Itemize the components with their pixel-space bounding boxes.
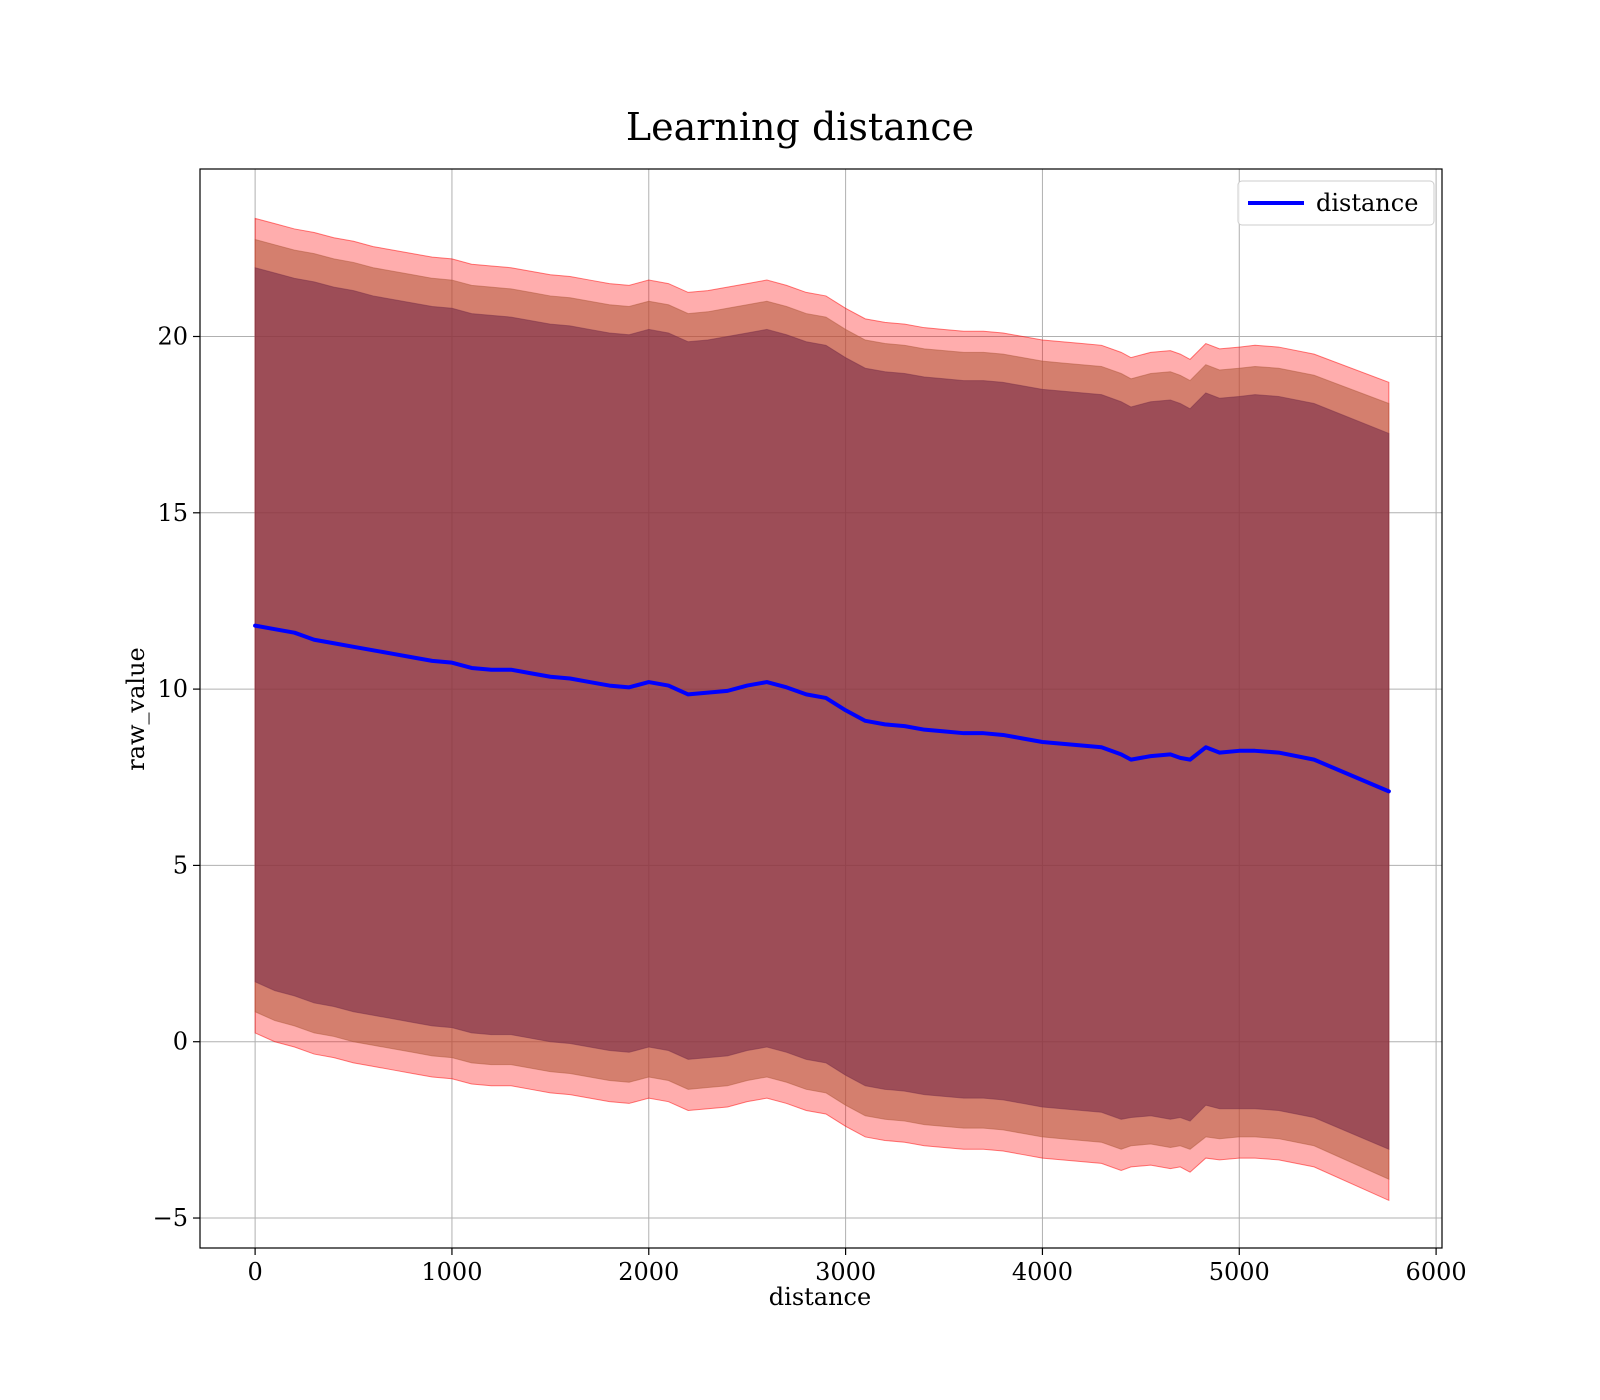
x-axis-ticks: 0 1000 2000 3000 4000 5000 6000 <box>247 1248 1467 1286</box>
series-lines <box>253 623 1391 794</box>
x-tick-label: 1000 <box>421 1258 482 1286</box>
x-axis-label: distance <box>769 1283 871 1311</box>
x-tick-label: 6000 <box>1406 1258 1467 1286</box>
band-inner <box>254 267 1390 1151</box>
y-tick-label: 0 <box>173 1028 188 1056</box>
plot-frame <box>199 168 1443 1249</box>
y-tick-label: 10 <box>157 675 188 703</box>
y-tick-label: −5 <box>153 1204 188 1232</box>
x-tick-label: 3000 <box>815 1258 876 1286</box>
confidence-bands <box>254 217 1390 1202</box>
legend-label: distance <box>1316 189 1418 217</box>
x-tick-label: 4000 <box>1012 1258 1073 1286</box>
axes <box>199 168 1443 1249</box>
y-axis-ticks: −5 0 5 10 15 20 <box>153 322 200 1232</box>
x-tick-label: 5000 <box>1209 1258 1270 1286</box>
y-tick-label: 20 <box>157 322 188 350</box>
legend-box <box>1237 180 1435 226</box>
x-tick-label: 0 <box>247 1258 262 1286</box>
x-tick-label: 2000 <box>618 1258 679 1286</box>
y-tick-label: 15 <box>157 499 188 527</box>
y-axis-label: raw_value <box>122 647 150 771</box>
y-tick-label: 5 <box>173 851 188 879</box>
chart-title: Learning distance <box>626 105 974 149</box>
legend: distance <box>1237 180 1435 226</box>
series-line-distance <box>253 623 1391 794</box>
